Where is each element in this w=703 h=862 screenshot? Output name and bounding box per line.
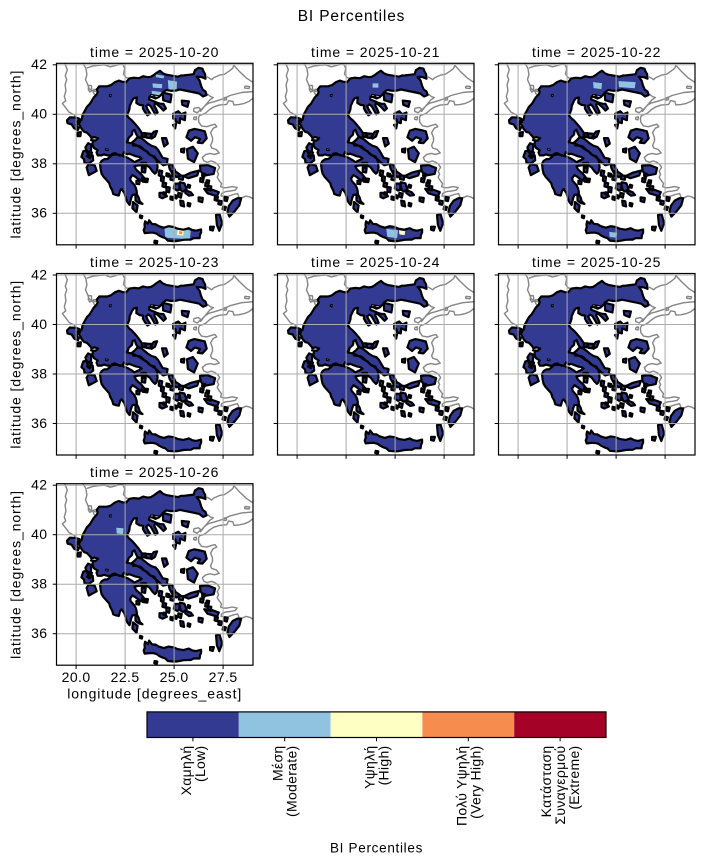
svg-text:latitude [degrees_north]: latitude [degrees_north] [8,280,24,449]
svg-text:Κατάσταση: Κατάσταση [538,746,554,818]
svg-text:time = 2025-10-20: time = 2025-10-20 [90,44,219,60]
svg-text:time = 2025-10-25: time = 2025-10-25 [532,254,661,270]
svg-text:time = 2025-10-26: time = 2025-10-26 [90,464,219,480]
svg-text:(Extreme): (Extreme) [566,746,582,810]
svg-text:25.0: 25.0 [160,669,189,685]
svg-text:Πολύ Υψηλή: Πολύ Υψηλή [453,746,469,826]
svg-text:38: 38 [31,576,47,592]
svg-text:36: 36 [31,205,47,221]
svg-text:(Very High): (Very High) [467,746,483,819]
svg-text:Υψηλή: Υψηλή [362,746,378,789]
svg-text:40: 40 [31,316,47,332]
svg-text:latitude [degrees_north]: latitude [degrees_north] [8,490,24,659]
svg-text:(Moderate): (Moderate) [284,746,300,817]
svg-text:40: 40 [31,106,47,122]
svg-text:Χαμηλή: Χαμηλή [178,746,194,796]
svg-text:36: 36 [31,415,47,431]
svg-text:42: 42 [31,477,47,493]
svg-text:Μέση: Μέση [270,746,286,782]
svg-text:42: 42 [31,266,47,282]
svg-text:longitude [degrees_east]: longitude [degrees_east] [67,686,242,702]
svg-text:latitude [degrees_north]: latitude [degrees_north] [8,70,24,239]
svg-text:27.5: 27.5 [209,669,238,685]
svg-text:time = 2025-10-21: time = 2025-10-21 [311,44,440,60]
svg-text:(Low): (Low) [192,746,208,783]
svg-text:Συναγερμού: Συναγερμού [552,746,568,825]
svg-text:38: 38 [31,365,47,381]
svg-text:38: 38 [31,155,47,171]
svg-text:time = 2025-10-23: time = 2025-10-23 [90,254,219,270]
svg-text:time = 2025-10-24: time = 2025-10-24 [311,254,440,270]
svg-text:BI Percentiles: BI Percentiles [298,8,406,25]
svg-text:time = 2025-10-22: time = 2025-10-22 [532,44,661,60]
svg-text:22.5: 22.5 [111,669,140,685]
svg-text:(High): (High) [376,746,392,786]
svg-text:36: 36 [31,625,47,641]
svg-text:20.0: 20.0 [62,669,91,685]
svg-text:40: 40 [31,526,47,542]
svg-text:42: 42 [31,56,47,72]
svg-text:BI Percentiles: BI Percentiles [330,841,423,856]
